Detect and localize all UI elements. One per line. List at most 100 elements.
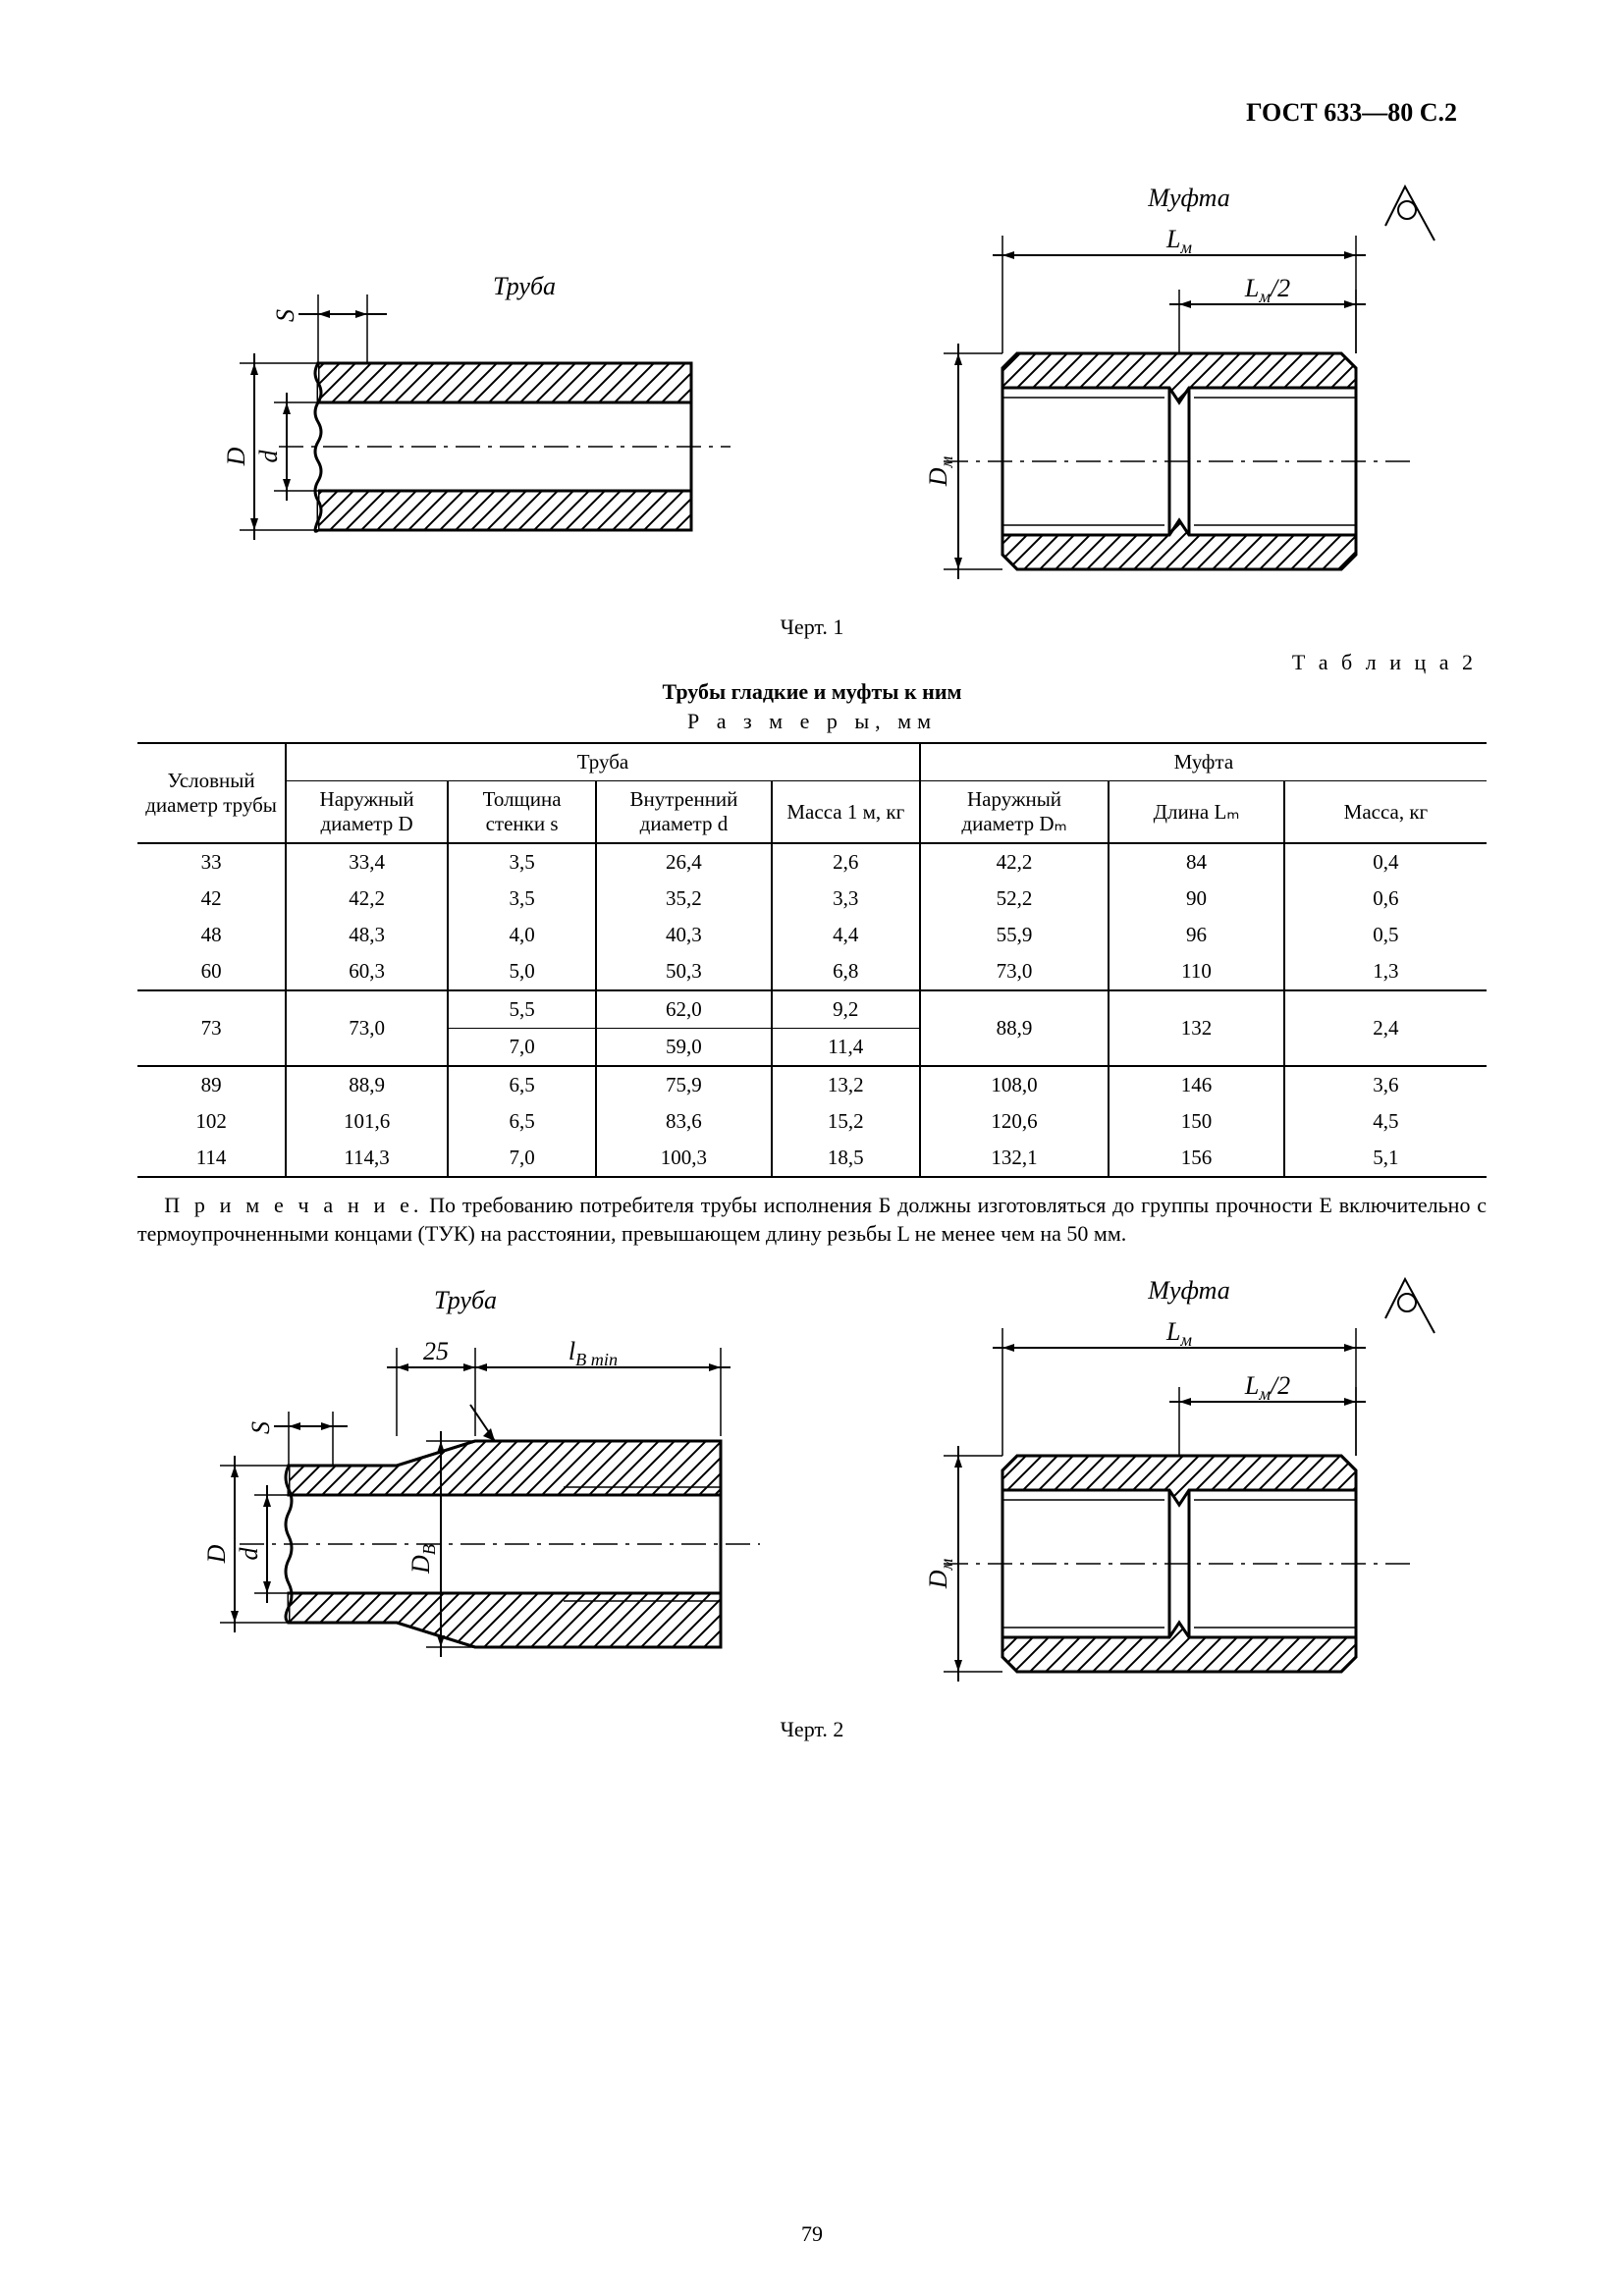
table-cell: 3,5 [448, 881, 596, 917]
dim-Lm2: Lм/2 [1243, 274, 1289, 306]
table-cell: 108,0 [920, 1066, 1109, 1103]
table-row: 4242,23,535,23,352,2900,6 [137, 881, 1487, 917]
table-cell: 114 [137, 1140, 286, 1177]
note: П р и м е ч а н и е. По требованию потре… [137, 1192, 1487, 1248]
h4-text: Масса 1 м, кг [786, 800, 904, 824]
table-cell: 156 [1109, 1140, 1284, 1177]
table-cell: 48 [137, 917, 286, 953]
table-cell: 52,2 [920, 881, 1109, 917]
fig1-pipe-title: Труба [492, 272, 555, 300]
table-cell: 146 [1109, 1066, 1284, 1103]
dim-D: D [222, 447, 250, 466]
dim-S: S [271, 309, 299, 322]
table-row: 6060,35,050,36,873,01101,3 [137, 953, 1487, 990]
table-row: 3333,43,526,42,642,2840,4 [137, 843, 1487, 881]
figure-2: Труба 25 lВ min [137, 1269, 1487, 1707]
dim2-Dm: Dм [924, 1559, 956, 1590]
table-cell: 90 [1109, 881, 1284, 917]
table-row: 7373,05,562,09,288,91322,4 [137, 990, 1487, 1029]
table-cell: 55,9 [920, 917, 1109, 953]
table-cell: 3,6 [1284, 1066, 1487, 1103]
h1: Наружный диаметр D [286, 781, 448, 844]
table-cell: 42,2 [286, 881, 448, 917]
table-cell: 89 [137, 1066, 286, 1103]
fig1-coupling: Муфта Lм Lм/2 [812, 177, 1487, 605]
h0-text: Условный диаметр трубы [145, 769, 277, 817]
table-cell: 60,3 [286, 953, 448, 990]
table-cell: 5,5 [448, 990, 596, 1029]
table-cell: 48,3 [286, 917, 448, 953]
table-cell: 5,0 [448, 953, 596, 990]
table-row: 102101,66,583,615,2120,61504,5 [137, 1103, 1487, 1140]
dim-Lm: Lм [1164, 225, 1191, 257]
table-cell: 3,5 [448, 843, 596, 881]
table-cell: 73,0 [286, 990, 448, 1066]
fig2-coupling-svg: Муфта Lм Lм/2 [836, 1269, 1464, 1701]
table-cell: 9,2 [772, 990, 920, 1029]
table-cell: 0,4 [1284, 843, 1487, 881]
fig2-coupling: Муфта Lм Lм/2 [812, 1269, 1487, 1707]
table-cell: 1,3 [1284, 953, 1487, 990]
table-cell: 11,4 [772, 1029, 920, 1067]
table-cell: 120,6 [920, 1103, 1109, 1140]
dim2-S: S [246, 1421, 275, 1434]
h7-text: Масса, кг [1344, 800, 1429, 824]
page-number: 79 [0, 2221, 1624, 2247]
table-cell: 62,0 [596, 990, 772, 1029]
table-cell: 100,3 [596, 1140, 772, 1177]
h7: Масса, кг [1284, 781, 1487, 844]
table-cell: 4,4 [772, 917, 920, 953]
fig1-pipe-svg: Труба S [200, 236, 750, 599]
table-cell: 6,5 [448, 1103, 596, 1140]
dim-d: d [254, 450, 283, 463]
table-cell: 15,2 [772, 1103, 920, 1140]
table-title: Трубы гладкие и муфты к ним [137, 679, 1487, 705]
h4: Масса 1 м, кг [772, 781, 920, 844]
fig1-coupling-svg: Муфта Lм Lм/2 [836, 177, 1464, 599]
table-cell: 88,9 [920, 990, 1109, 1066]
table-cell: 73 [137, 990, 286, 1066]
table-cell: 132 [1109, 990, 1284, 1066]
h2-text: Толщина стенки s [483, 787, 562, 835]
fig2-caption: Черт. 2 [137, 1717, 1487, 1742]
fig1-caption: Черт. 1 [137, 614, 1487, 640]
dim2-D: D [202, 1545, 231, 1565]
table-cell: 13,2 [772, 1066, 920, 1103]
table-row: 114114,37,0100,318,5132,11565,1 [137, 1140, 1487, 1177]
fig2-pipe-svg: Труба 25 lВ min [171, 1269, 780, 1701]
table-cell: 102 [137, 1103, 286, 1140]
dim2-Lm2: Lм/2 [1243, 1371, 1289, 1404]
table-cell: 18,5 [772, 1140, 920, 1177]
table-cell: 96 [1109, 917, 1284, 953]
doc-header: ГОСТ 633—80 С.2 [1246, 98, 1457, 128]
table-cell: 26,4 [596, 843, 772, 881]
table-cell: 114,3 [286, 1140, 448, 1177]
fig2-pipe: Труба 25 lВ min [137, 1269, 812, 1707]
table-cell: 3,3 [772, 881, 920, 917]
dim2-d: d [235, 1547, 263, 1561]
fig2-pipe-title: Труба [433, 1286, 496, 1314]
data-table: Условный диаметр трубы Труба Муфта Наруж… [137, 742, 1487, 1178]
table-cell: 84 [1109, 843, 1284, 881]
table-cell: 6,5 [448, 1066, 596, 1103]
table-cell: 5,1 [1284, 1140, 1487, 1177]
table-row: 8988,96,575,913,2108,01463,6 [137, 1066, 1487, 1103]
figure-1: Труба S [137, 177, 1487, 605]
table-cell: 7,0 [448, 1029, 596, 1067]
h5: Наружный диаметр Dₘ [920, 781, 1109, 844]
table-cell: 88,9 [286, 1066, 448, 1103]
table-cell: 0,6 [1284, 881, 1487, 917]
table-cell: 2,6 [772, 843, 920, 881]
table-cell: 73,0 [920, 953, 1109, 990]
table-cell: 2,4 [1284, 990, 1487, 1066]
table-cell: 42 [137, 881, 286, 917]
table-cell: 0,5 [1284, 917, 1487, 953]
hg2: Муфта [920, 743, 1487, 781]
table-cell: 40,3 [596, 917, 772, 953]
h2: Толщина стенки s [448, 781, 596, 844]
h1-text: Наружный диаметр D [320, 787, 414, 835]
table-sub: Р а з м е р ы, мм [137, 709, 1487, 734]
h3-text: Внутренний диаметр d [629, 787, 737, 835]
table-cell: 50,3 [596, 953, 772, 990]
note-label: П р и м е ч а н и е. [164, 1193, 422, 1217]
